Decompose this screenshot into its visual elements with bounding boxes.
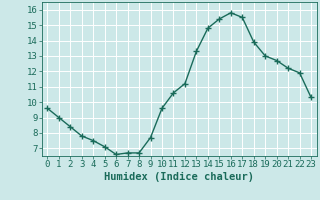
X-axis label: Humidex (Indice chaleur): Humidex (Indice chaleur)	[104, 172, 254, 182]
